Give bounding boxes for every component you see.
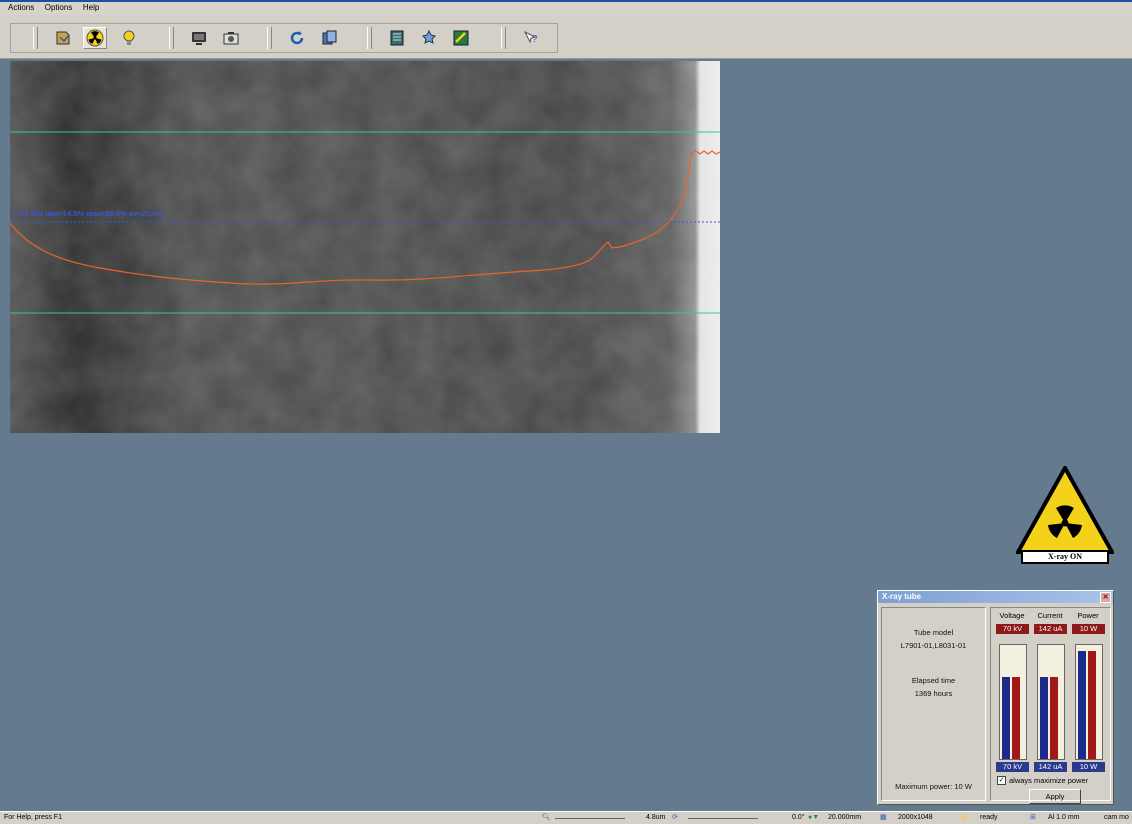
toolbar-grip[interactable] [367,27,372,49]
profile-label: Line 993 min=14.5% max=89.8% av=27.4% [13,209,163,218]
open-file-icon [54,29,72,47]
menu-help[interactable]: Help [83,2,99,14]
current-set-bar [1050,677,1058,759]
xray-tube-panel: X-ray tube ✕ Tube model L7901-01,L8031-0… [877,590,1114,805]
stack-button[interactable] [317,27,341,49]
svg-text:?: ? [532,34,538,45]
stage-icon: ●▼ [808,812,819,824]
monitor-icon [190,29,208,47]
panel-title: X-ray tube [882,592,921,601]
help-hint: For Help, press F1 [4,812,62,824]
voltage-set-bar [1012,677,1020,759]
filter-icon: ⊞ [1030,812,1036,824]
stage-position: 20.000mm [828,812,861,824]
calibrate-icon [452,29,470,47]
close-icon[interactable]: ✕ [1100,592,1111,603]
xray-toggle-button[interactable] [83,27,107,49]
rotation-icon: ⟳ [672,812,678,824]
help-icon: ? [522,29,540,47]
current-actual-value: 142 uA [1034,762,1067,772]
toolbar: ? [0,15,1132,59]
xray-image-view[interactable]: Line 993 min=14.5% max=89.8% av=27.4% [10,61,720,433]
toolbar-grip[interactable] [501,27,506,49]
power-set-bar [1088,651,1096,759]
power-gauge [1075,644,1103,760]
stack-icon [320,29,338,47]
voltage-set-value: 70 kV [996,624,1029,634]
current-header: Current [1033,611,1067,620]
zoom-slider[interactable] [555,818,625,819]
voltage-header: Voltage [995,611,1029,620]
lightbulb-icon [120,29,138,47]
status-bar: For Help, press F1 🔍︎ 4.8um ⟳ 0.0° ●▼ 20… [0,811,1132,824]
current-gauge[interactable] [1037,644,1065,760]
tools-button[interactable] [417,27,441,49]
document-icon [388,29,406,47]
document-button[interactable] [385,27,409,49]
apply-button[interactable]: Apply [1029,789,1081,804]
camera-icon [222,29,240,47]
resolution-value: 2000x1048 [898,812,933,824]
elapsed-time-value: 1369 hours [882,689,985,698]
rotation-value: 0.0° [792,812,805,824]
menu-bar: Actions Options Help [0,0,1132,15]
menu-options[interactable]: Options [45,2,73,14]
detector-icon: ⚡ [960,812,969,824]
help-button[interactable]: ? [519,27,543,49]
power-actual-value: 10 W [1072,762,1105,772]
open-file-button[interactable] [51,27,75,49]
refresh-icon [288,29,306,47]
display-button[interactable] [187,27,211,49]
tools-icon [420,29,438,47]
power-set-value: 10 W [1072,624,1105,634]
tube-model-value: L7901-01,L8031-01 [882,641,985,650]
lamp-button[interactable] [117,27,141,49]
voltage-actual-value: 70 kV [996,762,1029,772]
resolution-icon: ▦ [880,812,887,824]
max-power-label: Maximum power: [895,782,952,791]
power-header: Power [1071,611,1105,620]
maximize-power-label: always maximize power [1009,776,1088,785]
zoom-icon: 🔍︎ [542,812,551,824]
tube-model-label: Tube model [882,628,985,637]
xray-on-label: X-ray ON [1021,550,1109,564]
maximize-power-option[interactable]: ✓ always maximize power [997,776,1088,785]
toolbar-grip[interactable] [33,27,38,49]
panel-title-bar[interactable]: X-ray tube ✕ [878,591,1113,603]
capture-button[interactable] [219,27,243,49]
power-actual-bar [1078,651,1086,759]
filter-value: Al 1.0 mm [1048,812,1080,824]
toolbar-grip[interactable] [267,27,272,49]
refresh-button[interactable] [285,27,309,49]
tube-info: Tube model L7901-01,L8031-01 Elapsed tim… [881,607,986,801]
voltage-actual-bar [1002,677,1010,759]
menu-actions[interactable]: Actions [8,2,34,14]
elapsed-time-label: Elapsed time [882,676,985,685]
max-power-value: 10 W [954,782,972,791]
camera-mode: cam mo [1104,812,1129,824]
toolbar-strip: ? [10,23,558,53]
voltage-gauge[interactable] [999,644,1027,760]
max-power: Maximum power: 10 W [882,782,985,791]
current-actual-bar [1040,677,1048,759]
status-state: ready [980,812,998,824]
tube-controls: Voltage Current Power 70 kV 142 uA 10 W … [990,607,1111,801]
maximize-power-checkbox[interactable]: ✓ [997,776,1006,785]
toolbar-grip[interactable] [169,27,174,49]
zoom-value: 4.8um [646,812,665,824]
xray-image: Line 993 min=14.5% max=89.8% av=27.4% [10,61,720,433]
rotation-slider[interactable] [688,818,758,819]
current-set-value: 142 uA [1034,624,1067,634]
radiation-icon [86,29,104,47]
calibrate-button[interactable] [449,27,473,49]
